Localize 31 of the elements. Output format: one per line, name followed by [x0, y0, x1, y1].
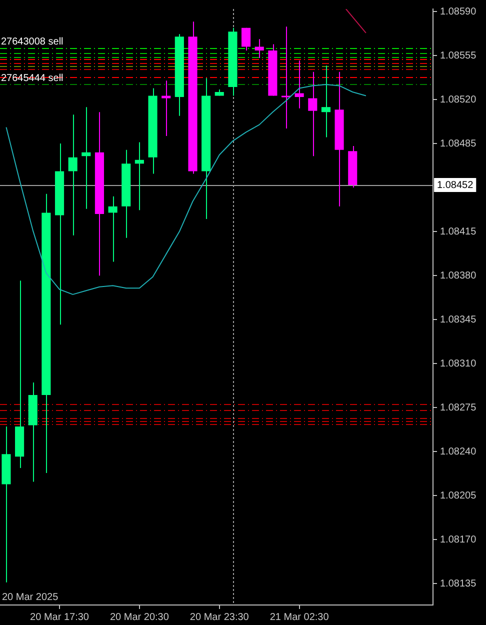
y-tick-label: 1.08170: [440, 534, 477, 546]
y-tick-label: 1.08380: [440, 270, 477, 282]
ref-line-label: 27643008 sell: [1, 36, 64, 48]
candlestick: [162, 80, 171, 136]
candlestick: [82, 106, 91, 210]
y-tick-label: 1.08275: [440, 402, 477, 414]
candlestick: [254, 38, 264, 59]
y-tick-label: 1.08520: [440, 94, 477, 106]
candlestick: [308, 71, 318, 157]
candlestick: [108, 196, 118, 262]
y-tick-label: 1.08415: [440, 226, 477, 238]
ref-line-label: 1.08452: [437, 180, 474, 191]
y-tick-label: 1.08345: [440, 314, 477, 326]
y-tick-label: 1.08485: [440, 138, 477, 150]
x-tick-label: 20 Mar 20:30: [110, 612, 170, 623]
y-tick-label: 1.08310: [440, 358, 477, 370]
x-tick-label: 21 Mar 02:30: [270, 612, 330, 623]
candlestick: [321, 65, 330, 138]
y-tick-label: 1.08240: [440, 446, 477, 458]
x-tick-label: 20 Mar 17:30: [30, 612, 90, 623]
y-tick-label: 1.08590: [440, 6, 477, 18]
ref-line-label: 27645444 sell: [1, 73, 64, 84]
y-tick-label: 1.08205: [440, 490, 477, 502]
y-tick-label: 1.08135: [440, 578, 477, 590]
y-tick-label: 1.08555: [440, 50, 477, 62]
candlestick: [242, 27, 251, 51]
candlestick: [134, 142, 144, 211]
candlestick: [68, 114, 78, 236]
candlestick: [294, 60, 304, 109]
annotation: 20 Mar 2025: [2, 592, 59, 603]
x-tick-label: 20 Mar 23:30: [190, 612, 250, 623]
